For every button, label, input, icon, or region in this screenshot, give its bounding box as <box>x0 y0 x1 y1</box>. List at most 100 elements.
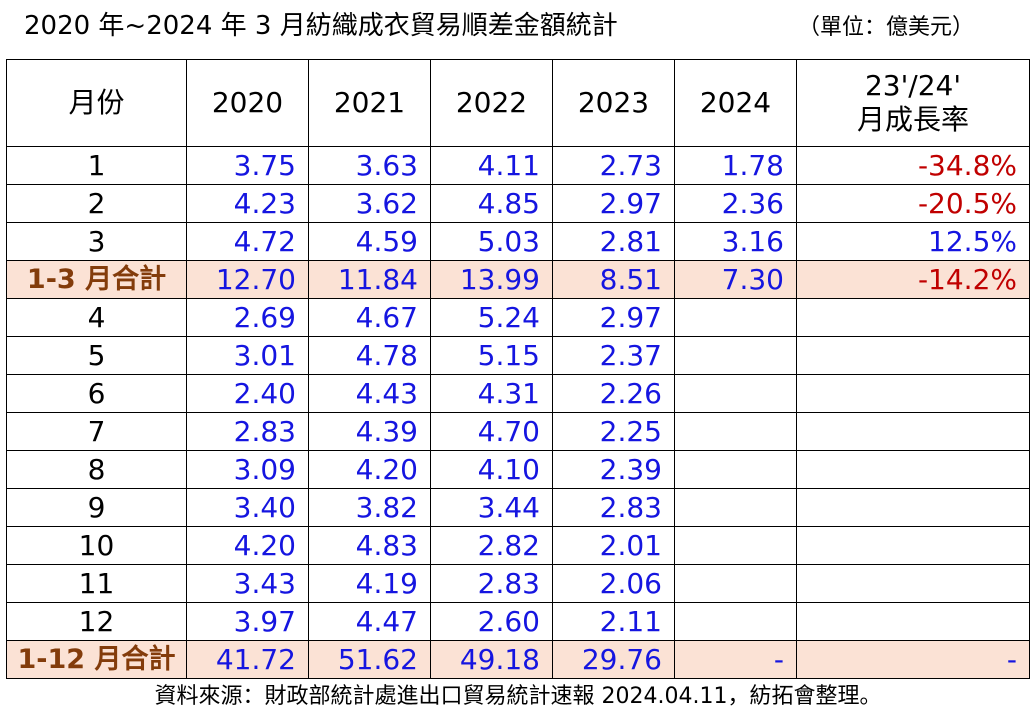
value-cell: 4.67 <box>308 298 431 337</box>
value-cell: 4.20 <box>186 526 309 565</box>
value-cell: 3.16 <box>674 222 797 261</box>
value-cell: 3.44 <box>430 488 553 527</box>
value-cell: 4.78 <box>308 336 431 375</box>
value-cell: 2.11 <box>552 602 675 641</box>
header-2021: 2021 <box>308 59 431 147</box>
page-title: 2020 年~2024 年 3 月紡織成衣貿易順差金額統計 <box>24 11 618 41</box>
growth-cell <box>796 298 1030 337</box>
month-cell: 1-3 月合計 <box>6 260 187 299</box>
value-cell: 4.43 <box>308 374 431 413</box>
growth-cell: -34.8% <box>796 146 1030 185</box>
value-cell: 2.69 <box>186 298 309 337</box>
month-cell: 11 <box>6 564 187 603</box>
value-cell: 2.83 <box>186 412 309 451</box>
month-cell: 1-12 月合計 <box>6 640 187 679</box>
month-cell: 1 <box>6 146 187 185</box>
value-cell: 2.82 <box>430 526 553 565</box>
value-cell: 4.47 <box>308 602 431 641</box>
value-cell: 4.19 <box>308 564 431 603</box>
growth-cell <box>796 602 1030 641</box>
value-cell: 4.70 <box>430 412 553 451</box>
value-cell: 7.30 <box>674 260 797 299</box>
table-row: 8 3.09 4.20 4.10 2.39 <box>6 450 1030 489</box>
table-row: 9 3.40 3.82 3.44 2.83 <box>6 488 1030 527</box>
value-cell: 3.01 <box>186 336 309 375</box>
month-cell: 12 <box>6 602 187 641</box>
trade-surplus-table: 月份 2020 2021 2022 2023 2024 23'/24' 月成長率… <box>6 59 1030 679</box>
value-cell: 2.26 <box>552 374 675 413</box>
month-cell: 6 <box>6 374 187 413</box>
header-growth-period: 23'/24' <box>864 69 962 102</box>
table-row: 5 3.01 4.78 5.15 2.37 <box>6 336 1030 375</box>
value-cell: 3.63 <box>308 146 431 185</box>
title-row: 2020 年~2024 年 3 月紡織成衣貿易順差金額統計 （單位：億美元） <box>0 0 1036 52</box>
value-cell: 3.40 <box>186 488 309 527</box>
header-growth-label: 月成長率 <box>856 103 969 136</box>
value-cell: 3.62 <box>308 184 431 223</box>
value-cell: 3.43 <box>186 564 309 603</box>
growth-cell: 12.5% <box>796 222 1030 261</box>
value-cell <box>674 298 797 337</box>
value-cell: 2.06 <box>552 564 675 603</box>
subtotal-row: 1-3 月合計 12.70 11.84 13.99 8.51 7.30 -14.2% <box>6 260 1030 299</box>
month-cell: 9 <box>6 488 187 527</box>
value-cell: 2.81 <box>552 222 675 261</box>
value-cell: 2.39 <box>552 450 675 489</box>
unit-label: （單位：億美元） <box>798 15 975 40</box>
value-cell <box>674 336 797 375</box>
value-cell: 3.82 <box>308 488 431 527</box>
value-cell: 2.97 <box>552 298 675 337</box>
value-cell: 2.01 <box>552 526 675 565</box>
subtotal-row: 1-12 月合計 41.72 51.62 49.18 29.76- - <box>6 640 1030 679</box>
growth-cell <box>796 336 1030 375</box>
value-cell <box>674 488 797 527</box>
value-cell: 41.72 <box>186 640 309 679</box>
month-cell: 3 <box>6 222 187 261</box>
header-growth: 23'/24' 月成長率 <box>796 59 1030 147</box>
value-cell: 2.37 <box>552 336 675 375</box>
table-row: 3 4.72 4.59 5.03 2.81 3.16 12.5% <box>6 222 1030 261</box>
growth-cell <box>796 564 1030 603</box>
value-cell <box>674 374 797 413</box>
source-footnote: 資料來源：財政部統計處進出口貿易統計速報 2024.04.11，紡拓會整理。 <box>154 684 882 709</box>
value-cell: 4.10 <box>430 450 553 489</box>
growth-cell <box>796 526 1030 565</box>
value-cell: 1.78 <box>674 146 797 185</box>
value-cell: 4.85 <box>430 184 553 223</box>
value-cell: - <box>674 640 797 679</box>
growth-cell <box>796 412 1030 451</box>
month-cell: 7 <box>6 412 187 451</box>
value-cell: 2.36 <box>674 184 797 223</box>
table-row: 7 2.83 4.39 4.70 2.25 <box>6 412 1030 451</box>
value-cell: 8.51 <box>552 260 675 299</box>
table-row: 6 2.40 4.43 4.31 2.26 <box>6 374 1030 413</box>
table-row: 11 3.43 4.19 2.83 2.06 <box>6 564 1030 603</box>
growth-cell <box>796 450 1030 489</box>
value-cell: 4.11 <box>430 146 553 185</box>
month-cell: 4 <box>6 298 187 337</box>
value-cell: 2.97 <box>552 184 675 223</box>
header-row: 月份 2020 2021 2022 2023 2024 23'/24' 月成長率 <box>6 59 1030 147</box>
value-cell: 4.31 <box>430 374 553 413</box>
value-cell: 2.60 <box>430 602 553 641</box>
value-cell: 2.83 <box>552 488 675 527</box>
header-2022: 2022 <box>430 59 553 147</box>
growth-cell: - <box>796 640 1030 679</box>
value-cell: 5.15 <box>430 336 553 375</box>
table-row: 10 4.20 4.83 2.82 2.01 <box>6 526 1030 565</box>
value-cell: 49.18 <box>430 640 553 679</box>
value-cell: 2.83 <box>430 564 553 603</box>
header-2023: 2023 <box>552 59 675 147</box>
growth-cell <box>796 374 1030 413</box>
value-cell: 51.62 <box>308 640 431 679</box>
month-cell: 8 <box>6 450 187 489</box>
table-body: 1 3.75 3.63 4.11 2.73 1.78 -34.8% 2 4.23 3.62 4.85… <box>6 146 1030 679</box>
value-cell: 5.24 <box>430 298 553 337</box>
table-row: 1 3.75 3.63 4.11 2.73 1.78 -34.8% <box>6 146 1030 185</box>
growth-cell: -14.2% <box>796 260 1030 299</box>
table-row: 2 4.23 3.62 4.85 2.97 2.36 -20.5% <box>6 184 1030 223</box>
month-cell: 2 <box>6 184 187 223</box>
header-2020: 2020 <box>186 59 309 147</box>
header-month: 月份 <box>6 59 187 147</box>
value-cell: 4.20 <box>308 450 431 489</box>
